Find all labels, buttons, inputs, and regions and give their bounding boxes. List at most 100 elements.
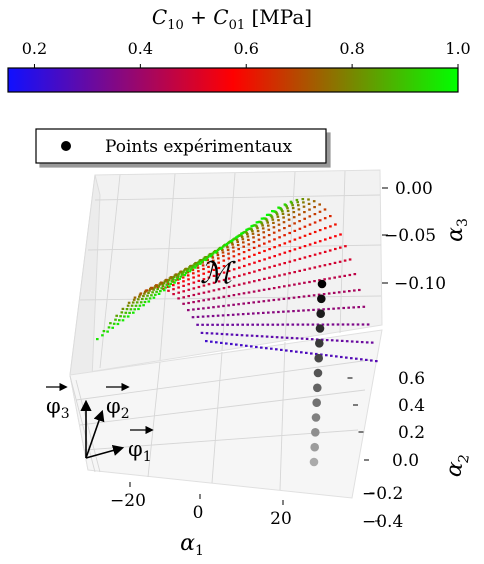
surface-point [338, 275, 341, 278]
surface-point [370, 341, 374, 344]
surface-point [252, 290, 256, 293]
surface-point [298, 246, 302, 249]
surface-point [285, 205, 288, 208]
surface-point [206, 259, 209, 262]
surface-point [308, 255, 312, 258]
surface-point [217, 296, 221, 299]
surface-point [252, 312, 255, 315]
surface-point [278, 253, 282, 256]
surface-point [286, 323, 290, 326]
surface-point [211, 314, 215, 318]
basis-vectors: φ3 φ2 φ1 [46, 382, 154, 465]
surface-point [286, 209, 290, 213]
experimental-point [317, 279, 327, 289]
surface-point [301, 323, 305, 326]
surface-point [173, 281, 176, 284]
surface-point [178, 277, 181, 280]
surface-point [177, 272, 181, 275]
surface-point [240, 334, 244, 337]
surface-point [346, 323, 350, 326]
surface-point [154, 285, 157, 288]
surface-point [323, 217, 327, 220]
surface-point [303, 245, 307, 248]
surface-point [277, 223, 281, 226]
surface-point [322, 308, 325, 311]
surface-point [267, 228, 271, 231]
surface-point [226, 248, 230, 252]
surface-point [318, 219, 322, 222]
surface-point [312, 294, 316, 297]
surface-point [242, 292, 246, 295]
surface-point [155, 290, 158, 293]
surface-point [225, 333, 229, 336]
surface-point [152, 288, 155, 291]
surface-point [242, 302, 245, 305]
surface-point [219, 247, 223, 250]
surface-point [262, 231, 265, 234]
surface-point [212, 251, 216, 254]
surface-point [215, 332, 219, 335]
surface-point [283, 262, 286, 265]
surface-point [142, 304, 145, 307]
surface-point [171, 277, 175, 280]
surface-point [192, 301, 195, 304]
surface-point [301, 198, 305, 201]
surface-point [333, 261, 337, 264]
surface-point [283, 234, 286, 237]
surface-point [127, 301, 131, 304]
y-axis-tick-label: 0.4 [398, 396, 425, 416]
surface-point [318, 240, 322, 243]
surface-point [196, 262, 199, 265]
surface-point [267, 287, 271, 291]
surface-point [283, 285, 286, 288]
surface-point [242, 241, 245, 244]
surface-point [340, 355, 343, 359]
surface-point [227, 269, 231, 273]
surface-point [216, 323, 219, 326]
surface-point [283, 203, 287, 206]
surface-point [246, 233, 249, 236]
surface-point [126, 315, 130, 318]
surface-point [237, 283, 241, 286]
surface-point [159, 290, 162, 293]
surface-point [206, 261, 210, 265]
surface-point [237, 248, 240, 251]
experimental-point [313, 383, 322, 393]
surface-point [201, 315, 205, 318]
surface-point [255, 334, 259, 338]
surface-point [296, 323, 300, 326]
surface-point [197, 300, 200, 303]
surface-point [273, 238, 276, 241]
surface-point [207, 254, 211, 257]
surface-point [303, 234, 307, 237]
experimental-point [312, 398, 322, 408]
surface-point [182, 296, 185, 299]
surface-point [184, 271, 188, 275]
surface-point [154, 293, 157, 296]
surface-point [308, 280, 311, 284]
surface-point [252, 301, 255, 304]
surface-point [312, 308, 315, 311]
surface-point [348, 273, 352, 277]
surface-point [266, 221, 269, 224]
surface-point [272, 298, 276, 302]
surface-point [217, 305, 220, 308]
x-axis: −20 0 20 α1 [110, 482, 292, 559]
surface-point [282, 221, 286, 224]
surface-point [277, 286, 281, 289]
surface-point [131, 301, 135, 304]
surface-point [365, 341, 369, 344]
grid-line [79, 295, 382, 301]
surface-point [255, 221, 259, 224]
surface-point [313, 280, 316, 283]
x-axis-tick-label: 20 [270, 509, 292, 529]
surface-point [272, 311, 275, 314]
surface-point [226, 314, 230, 317]
surface-point [256, 227, 259, 230]
surface-point [303, 268, 306, 271]
surface-point [229, 240, 233, 243]
surface-point [133, 296, 137, 299]
y-axis-label: α2 [441, 451, 473, 479]
surface-point [280, 348, 283, 351]
surface-point [243, 273, 246, 276]
